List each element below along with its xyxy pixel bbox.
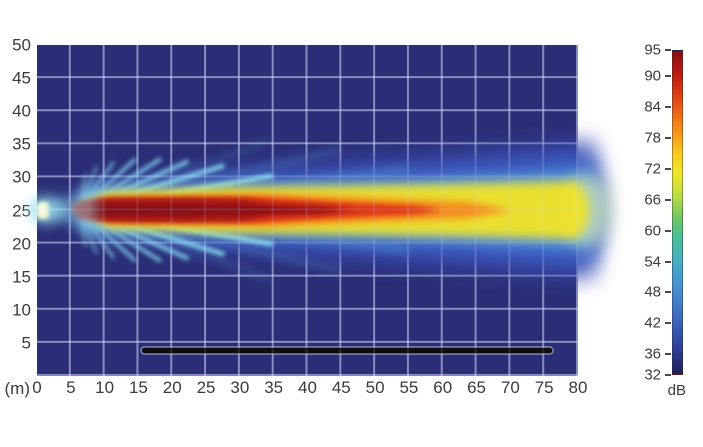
x-tick-label: 35 bbox=[264, 378, 284, 397]
measurement-line bbox=[140, 346, 554, 355]
beam-core-group bbox=[70, 174, 613, 246]
x-tick-label: 25 bbox=[196, 378, 216, 397]
colorbar-tick-label: 84 bbox=[644, 98, 661, 116]
colorbar-tick-mark bbox=[665, 198, 671, 201]
colorbar-tick-mark bbox=[665, 74, 671, 77]
x-tick-label: 15 bbox=[128, 378, 148, 397]
colorbar-tick-label: 42 bbox=[644, 314, 661, 332]
colorbar-tick-mark bbox=[665, 49, 671, 51]
x-tick-label: 70 bbox=[500, 378, 520, 397]
x-tick-label: 75 bbox=[534, 378, 554, 397]
colorbar-tick-label: 48 bbox=[644, 283, 661, 301]
colorbar-tick-mark bbox=[665, 136, 671, 139]
colorbar-tick-label: 72 bbox=[644, 160, 661, 178]
y-tick-label: 15 bbox=[12, 267, 31, 287]
colorbar-tick-label: 78 bbox=[644, 129, 661, 147]
y-tick-label: 10 bbox=[12, 300, 31, 320]
colorbar-tick-mark bbox=[665, 105, 671, 108]
y-tick-label: 35 bbox=[12, 134, 31, 154]
colorbar-tick-label: 60 bbox=[644, 222, 661, 240]
colorbar-tick-mark bbox=[665, 322, 671, 325]
colorbar-tick-label: 95 bbox=[644, 41, 661, 59]
x-tick-label: 50 bbox=[365, 378, 385, 397]
y-tick-label: 30 bbox=[12, 167, 31, 187]
spl-beam-heatmap bbox=[29, 139, 613, 355]
x-tick-label: 55 bbox=[399, 378, 419, 397]
colorbar-tick-label: 90 bbox=[644, 67, 661, 85]
colorbar-tick-label: 32 bbox=[644, 366, 661, 384]
axis-unit-label: (m) bbox=[4, 379, 30, 398]
x-tick-label: 10 bbox=[95, 378, 115, 397]
colorbar-tick-mark bbox=[665, 167, 671, 170]
x-tick-label: 60 bbox=[433, 378, 453, 397]
y-tick-label: 5 bbox=[21, 333, 31, 353]
x-tick-label: 65 bbox=[467, 378, 487, 397]
colorbar-tick-label: 66 bbox=[644, 191, 661, 209]
x-tick-label: 40 bbox=[298, 378, 317, 397]
colorbar bbox=[672, 50, 683, 375]
x-tick-label: 5 bbox=[66, 378, 76, 397]
y-tick-label: 50 bbox=[12, 35, 31, 55]
colorbar-tick-label: 36 bbox=[644, 345, 661, 363]
colorbar-tick-mark bbox=[665, 353, 671, 356]
y-tick-label: 25 bbox=[12, 201, 31, 220]
x-tick-label: 80 bbox=[568, 378, 588, 397]
colorbar-tick-label: 54 bbox=[644, 253, 661, 270]
source-marker bbox=[29, 177, 97, 243]
x-tick-label: 45 bbox=[331, 378, 351, 397]
colorbar-tick-mark bbox=[665, 260, 671, 263]
colorbar-tick-mark bbox=[665, 229, 671, 232]
colorbar-tick-mark bbox=[665, 291, 671, 294]
x-tick-label: 30 bbox=[230, 378, 250, 397]
x-tick-label: 0 bbox=[32, 378, 42, 397]
y-tick-label: 20 bbox=[12, 234, 31, 254]
y-tick-label: 40 bbox=[12, 101, 31, 121]
y-tick-label: 45 bbox=[12, 68, 31, 88]
colorbar-unit-label: dB bbox=[667, 382, 686, 399]
colorbar-tick-mark bbox=[665, 374, 671, 376]
x-tick-label: 20 bbox=[162, 378, 182, 397]
